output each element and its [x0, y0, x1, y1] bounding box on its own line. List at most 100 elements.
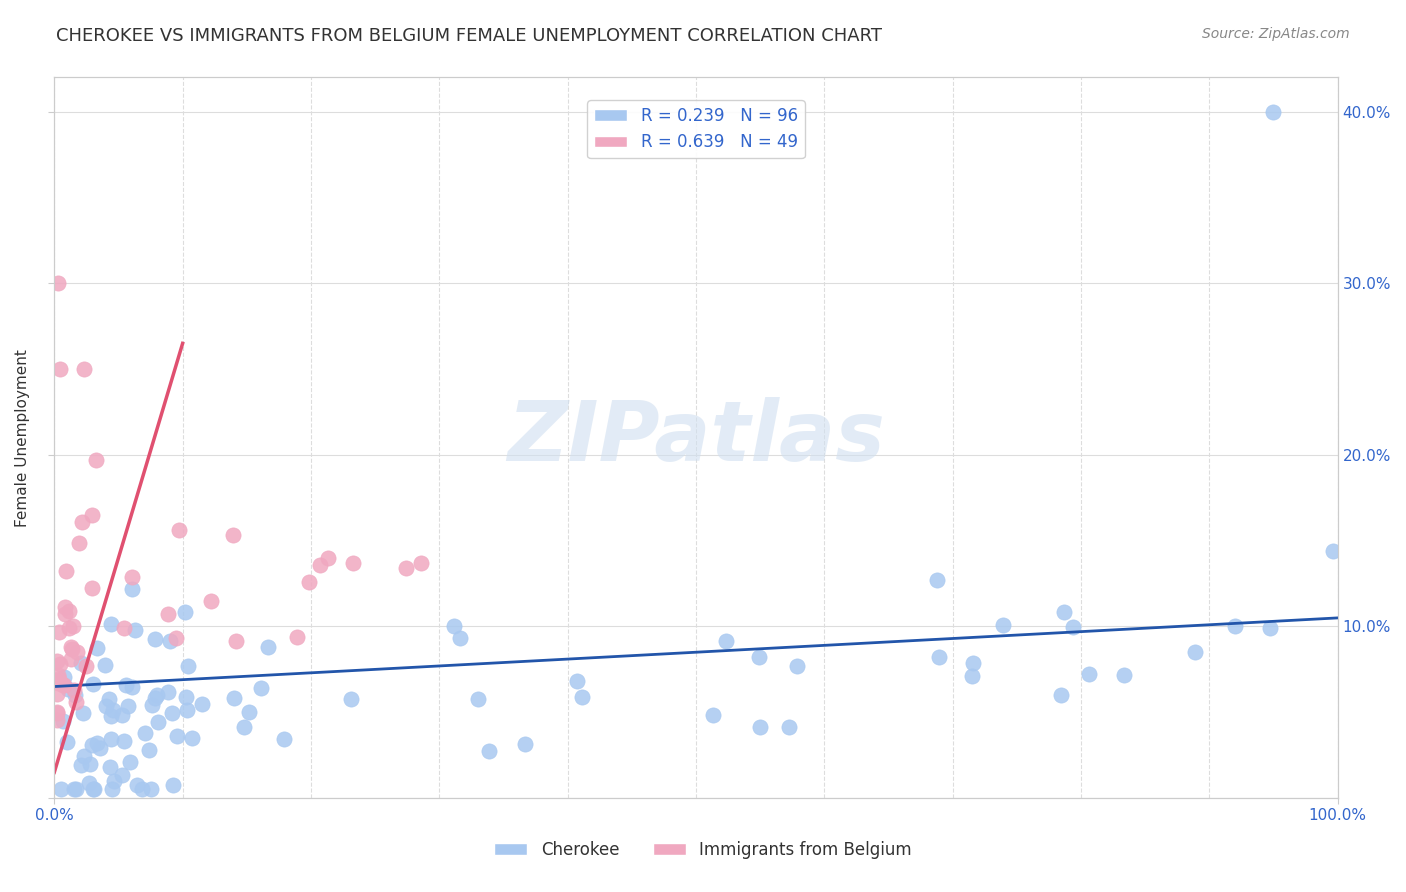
Point: [257, 640, 280, 654]
Point: [112, 734, 135, 748]
Point: [101, 782, 124, 797]
Point: [786, 659, 808, 673]
Point: [238, 705, 260, 719]
Point: [48, 657, 70, 671]
Point: [56, 735, 79, 749]
Point: [176, 702, 198, 716]
Point: [48, 625, 70, 640]
Point: [200, 594, 222, 608]
Point: [928, 650, 950, 665]
Point: [62, 619, 84, 633]
Point: [80, 738, 103, 752]
Point: [233, 720, 256, 734]
Point: [749, 720, 772, 734]
Point: [89, 740, 111, 755]
Point: [1050, 688, 1073, 702]
Point: [121, 570, 143, 584]
Point: [1114, 668, 1136, 682]
Point: [395, 561, 418, 575]
Point: [565, 673, 588, 688]
Point: [80, 581, 103, 595]
Point: [98, 692, 121, 706]
Point: [1184, 645, 1206, 659]
Point: [141, 698, 163, 712]
Point: [298, 574, 321, 589]
Point: [82, 782, 104, 797]
Point: [53, 607, 76, 621]
Point: [52, 678, 75, 692]
Point: [65, 695, 87, 709]
Point: [69, 758, 91, 772]
Point: [308, 558, 330, 573]
Point: [141, 782, 163, 797]
Point: [56, 682, 79, 697]
Point: [339, 692, 361, 706]
Point: [58, 604, 80, 618]
Point: [49, 362, 72, 376]
Point: [571, 690, 593, 704]
Point: [118, 756, 141, 770]
Point: [1223, 619, 1246, 633]
Point: [222, 691, 245, 706]
Point: [46, 667, 69, 681]
Point: [67, 536, 90, 550]
Point: [273, 732, 295, 747]
Point: [46, 277, 69, 291]
Text: ZIPatlas: ZIPatlas: [508, 397, 884, 478]
Point: [44, 673, 66, 687]
Point: [748, 650, 770, 665]
Point: [100, 732, 122, 747]
Y-axis label: Female Unemployment: Female Unemployment: [15, 349, 30, 526]
Point: [66, 645, 89, 659]
Point: [73, 749, 96, 764]
Point: [63, 782, 86, 797]
Point: [45, 705, 67, 719]
Point: [1053, 605, 1076, 619]
Point: [180, 731, 202, 745]
Point: [702, 707, 724, 722]
Point: [46, 713, 69, 727]
Point: [80, 508, 103, 522]
Point: [443, 619, 465, 633]
Point: [143, 690, 166, 705]
Point: [449, 631, 471, 645]
Point: [96, 698, 118, 713]
Point: [173, 605, 195, 619]
Point: [143, 632, 166, 646]
Point: [156, 607, 179, 621]
Point: [86, 736, 108, 750]
Point: [138, 743, 160, 757]
Legend: R = 0.239   N = 96, R = 0.639   N = 49: R = 0.239 N = 96, R = 0.639 N = 49: [588, 100, 804, 158]
Point: [112, 621, 135, 635]
Point: [55, 565, 77, 579]
Point: [342, 556, 364, 570]
Point: [221, 528, 243, 542]
Point: [167, 523, 190, 537]
Point: [316, 551, 339, 566]
Point: [146, 715, 169, 730]
Point: [191, 698, 214, 712]
Point: [467, 692, 489, 706]
Point: [111, 707, 134, 722]
Point: [174, 690, 197, 704]
Point: [778, 720, 800, 734]
Point: [101, 703, 124, 717]
Point: [103, 773, 125, 788]
Point: [100, 617, 122, 632]
Point: [165, 632, 187, 646]
Point: [75, 659, 97, 673]
Point: [121, 582, 143, 597]
Point: [515, 737, 537, 751]
Point: [52, 678, 75, 692]
Point: [111, 768, 134, 782]
Legend: Cherokee, Immigrants from Belgium: Cherokee, Immigrants from Belgium: [488, 835, 918, 866]
Point: [927, 573, 949, 587]
Point: [52, 714, 75, 729]
Point: [65, 782, 87, 797]
Point: [134, 726, 156, 740]
Point: [46, 676, 69, 690]
Point: [46, 654, 69, 668]
Point: [1260, 621, 1282, 635]
Point: [121, 680, 143, 694]
Point: [79, 757, 101, 772]
